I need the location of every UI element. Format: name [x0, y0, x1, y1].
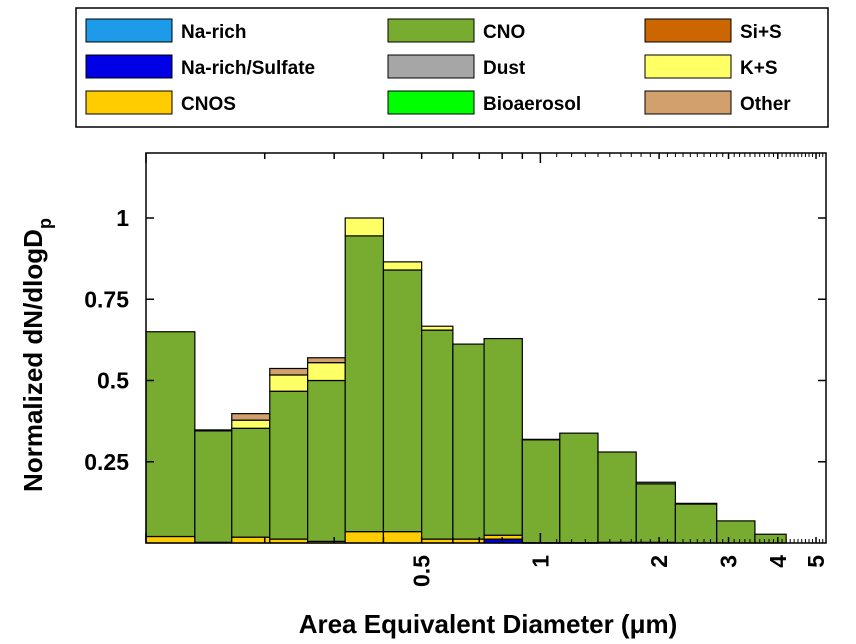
y-axis-title-subscript: p [35, 218, 55, 229]
bar-segment [521, 438, 561, 441]
y-tick-label: 0.5 [97, 368, 129, 394]
legend-label: Na-rich [181, 22, 246, 43]
x-axis-title: Area Equivalent Diameter (μm) [299, 609, 678, 639]
bar-segment [231, 413, 271, 421]
legend-swatch [387, 18, 475, 43]
bar-segment [344, 235, 385, 533]
legend: Na-rich Na-rich/Sulfate CNOS CNO Dust Bioaero… [85, 18, 791, 115]
bar-segment [344, 531, 385, 544]
legend-swatch [387, 90, 475, 115]
bar-segment [269, 390, 309, 540]
x-tick-label: 1 [527, 555, 553, 568]
x-tick-label: 0.5 [409, 555, 435, 587]
y-tick-label: 0.25 [84, 449, 129, 475]
bar-segment [307, 362, 346, 382]
x-tick-label: 5 [803, 555, 829, 568]
bar-segment [674, 502, 718, 505]
bar-segment [597, 451, 637, 543]
legend-label: Bioaerosol [483, 94, 581, 115]
legend-label: K+S [740, 58, 778, 79]
bar-segment [145, 535, 196, 544]
bar-segment [194, 429, 233, 432]
bar-segment [231, 427, 271, 538]
legend-label: Other [740, 94, 791, 115]
y-axis-title: Normalized dN/dlogDp [18, 218, 55, 492]
bar-segment [307, 379, 346, 542]
bar-segment [483, 337, 523, 536]
legend-label: CNO [483, 22, 525, 43]
bar-segment [269, 367, 309, 376]
legend-label: CNOS [181, 94, 236, 115]
axes-layer [145, 152, 827, 544]
legend-swatch [644, 54, 732, 79]
bar-segment [269, 374, 309, 392]
legend-swatch [644, 18, 732, 43]
y-axis-title-main: Normalized dN/dlogD [18, 229, 48, 492]
bar-segment [635, 483, 677, 543]
legend-swatch [85, 54, 173, 79]
bar-segment [145, 331, 196, 538]
bar-segment [382, 261, 423, 271]
bar-segment [521, 439, 561, 544]
bar-segment [307, 357, 346, 364]
bar-segment [635, 481, 677, 485]
bar-segment [344, 217, 385, 237]
bars-layer [145, 217, 787, 544]
tick-labels: 0.25 0.5 0.75 1 0.5 1 2 3 4 5 [84, 205, 829, 587]
legend-label: Na-rich/Sulfate [181, 58, 315, 79]
bar-segment [452, 343, 485, 540]
bar-segment [231, 419, 271, 429]
x-tick-label: 2 [646, 555, 672, 568]
legend-swatch [85, 90, 173, 115]
legend-swatch [387, 54, 475, 79]
bar-segment [194, 430, 233, 543]
legend-swatch [85, 18, 173, 43]
bar-segment [421, 329, 454, 540]
bar-segment [674, 503, 718, 544]
bar-segment [559, 432, 599, 544]
y-tick-label: 0.75 [84, 286, 129, 312]
y-axis-title-group: Normalized dN/dlogDp [18, 218, 55, 492]
legend-label: Si+S [740, 22, 782, 43]
y-tick-label: 1 [116, 205, 129, 231]
legend-label: Dust [483, 58, 526, 79]
bar-segment [421, 325, 454, 331]
x-tick-label: 3 [716, 555, 742, 568]
plot-frame [145, 152, 827, 544]
x-tick-label: 4 [765, 555, 791, 568]
legend-swatch [644, 90, 732, 115]
bar-segment [382, 531, 423, 544]
bar-segment [382, 269, 423, 533]
